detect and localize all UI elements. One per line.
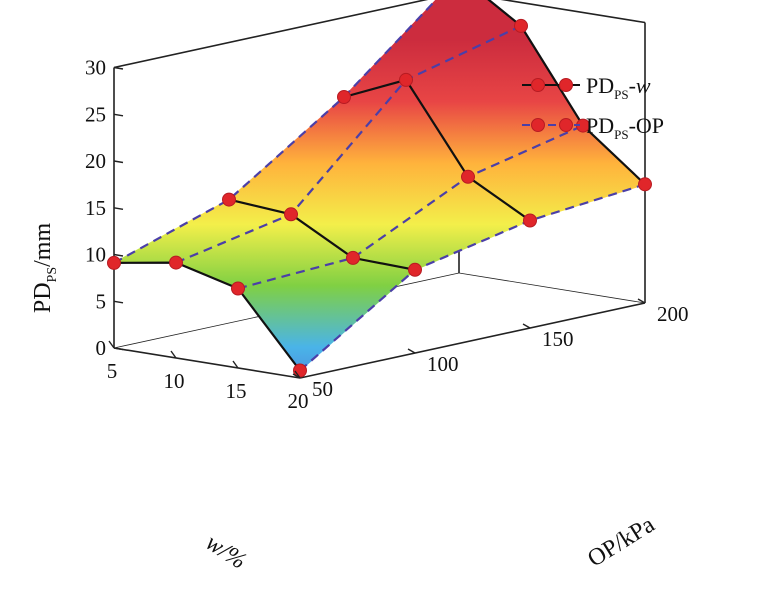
z-tick-label: 10 — [85, 243, 106, 267]
w-tick-label: 5 — [107, 359, 118, 383]
data-markers — [107, 18, 652, 378]
tick-mark — [113, 347, 124, 351]
legend-marker-w — [531, 78, 545, 92]
data-point — [231, 281, 245, 296]
tick-mark — [637, 298, 646, 304]
tick-mark — [113, 66, 124, 70]
svg-text:w/%: w/% — [201, 530, 251, 575]
data-point — [284, 207, 298, 222]
op-axis-line — [299, 302, 646, 379]
tick-mark — [113, 160, 124, 164]
data-point — [514, 18, 528, 33]
data-point — [169, 255, 183, 270]
data-point — [222, 192, 236, 207]
tick-mark — [170, 350, 177, 359]
tick-mark — [113, 113, 124, 117]
series-line-w — [487, 0, 646, 186]
legend-label-w: PDPS-w — [586, 73, 651, 102]
op-tick-label: 50 — [312, 377, 333, 401]
w-axis-title: w/% — [201, 530, 251, 575]
tick-mark — [292, 373, 301, 379]
z-tick-label: 30 — [85, 56, 106, 80]
op-tick-label: 150 — [542, 327, 574, 351]
legend: PDPS-w PDPS-OP — [522, 73, 664, 142]
svg-text:PDPS/mm: PDPS/mm — [30, 223, 60, 314]
legend-marker-op-2 — [559, 118, 573, 132]
op-tick-label: 200 — [657, 302, 689, 326]
z-tick-label: 20 — [85, 149, 106, 173]
tick-mark — [407, 348, 416, 354]
tick-mark — [108, 340, 115, 349]
z-tick-label: 5 — [96, 289, 107, 313]
legend-marker-op — [531, 118, 545, 132]
op-tick-label: 100 — [427, 352, 459, 376]
tick-mark — [113, 207, 124, 210]
tick-mark — [232, 360, 239, 369]
tick-mark — [113, 300, 124, 304]
w-tick-label: 10 — [164, 369, 185, 393]
w-axis-line — [113, 347, 301, 379]
tick-mark — [113, 253, 124, 257]
data-point — [399, 72, 413, 87]
top-back-edge — [113, 0, 429, 69]
series-line-op — [175, 24, 522, 264]
series-line-w — [228, 198, 416, 271]
surface — [113, 0, 646, 372]
data-point — [337, 90, 351, 104]
series-line-w — [113, 261, 301, 372]
z-tick-label: 0 — [96, 336, 107, 360]
data-point — [346, 250, 360, 265]
z-tick-label: 25 — [85, 102, 106, 126]
data-point — [408, 262, 422, 277]
data-point — [461, 169, 475, 184]
w-tick-label: 20 — [288, 389, 309, 413]
tick-mark — [522, 323, 531, 329]
series-line-op — [237, 124, 584, 290]
legend-marker-w-2 — [559, 78, 573, 92]
series-line-op — [299, 183, 646, 372]
series-line-w — [343, 78, 531, 222]
data-point — [107, 255, 121, 270]
data-point — [523, 213, 537, 228]
series-line-op — [113, 0, 438, 264]
w-tick-label: 15 — [226, 379, 247, 403]
top-right-edge — [500, 0, 646, 24]
z-axis-title: PDPS/mm — [30, 223, 60, 314]
floor-right-edge — [458, 272, 646, 304]
svg-text:OP/kPa: OP/kPa — [583, 511, 659, 572]
series-lines — [113, 0, 646, 372]
legend-label-op: PDPS-OP — [586, 113, 664, 142]
op-axis-title: OP/kPa — [583, 511, 659, 572]
data-point — [638, 177, 652, 192]
z-tick-label: 15 — [85, 196, 106, 220]
